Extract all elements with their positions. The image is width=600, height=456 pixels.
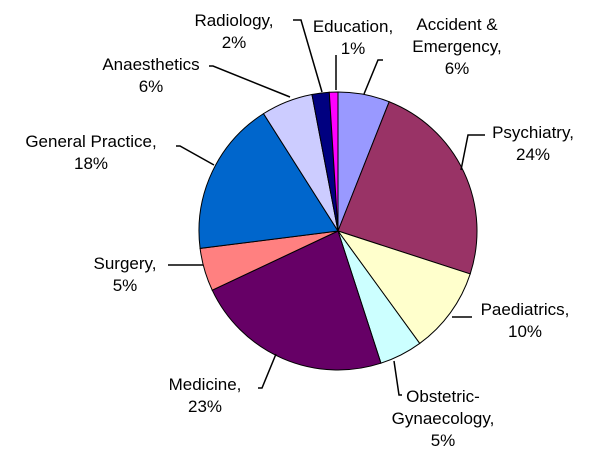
- leader-line-obstetric-gynaecology: [393, 360, 402, 396]
- slice-label-line: 10%: [508, 322, 542, 341]
- slice-label-anaesthetics: Anaesthetics 6%: [102, 55, 199, 96]
- leader-line-general-practice: [176, 145, 215, 166]
- slice-label-line: Surgery,: [94, 254, 157, 273]
- slice-label-line: Accident &: [416, 15, 498, 34]
- pie-slice-medicine: [211, 230, 382, 371]
- slice-label-medicine: Medicine, 23%: [169, 375, 242, 416]
- slice-labels: Accident & Emergency, 6% Psychiatry, 24% Paed…: [25, 11, 574, 450]
- slice-label-line: 5%: [431, 431, 456, 450]
- slice-label-line: 24%: [516, 145, 550, 164]
- leader-line-psychiatry: [460, 134, 485, 171]
- pie-slice-psychiatry: [337, 101, 478, 275]
- slice-label-line: Education,: [313, 17, 393, 36]
- slice-label-line: Gynaecology,: [392, 409, 495, 428]
- slice-label-line: Emergency,: [412, 37, 501, 56]
- slice-label-line: 18%: [74, 154, 108, 173]
- slice-label-line: Medicine,: [169, 375, 242, 394]
- slice-label-line: 23%: [188, 397, 222, 416]
- slice-label-education: Education, 1%: [313, 17, 393, 58]
- pie-slices: [198, 91, 478, 371]
- slice-label-psychiatry: Psychiatry, 24%: [492, 123, 574, 164]
- slice-label-line: 1%: [341, 39, 366, 58]
- slice-label-line: Radiology,: [194, 11, 273, 30]
- slice-label-surgery: Surgery, 5%: [94, 254, 157, 295]
- slice-label-line: 2%: [222, 33, 247, 52]
- slice-label-line: Paediatrics,: [481, 300, 570, 319]
- leader-line-anaesthetics: [209, 65, 291, 98]
- pie-slice-education: [328, 91, 339, 232]
- slice-label-line: Anaesthetics: [102, 55, 199, 74]
- pie-slice-general-practice: [198, 112, 339, 249]
- slice-label-line: 6%: [445, 59, 470, 78]
- slice-label-line: General Practice,: [25, 132, 156, 151]
- slice-label-line: 6%: [139, 77, 164, 96]
- slice-label-line: Obstetric-: [406, 387, 480, 406]
- slice-label-radiology: Radiology, 2%: [194, 11, 273, 52]
- slice-label-general-practice: General Practice, 18%: [25, 132, 156, 173]
- leader-lines: [168, 19, 485, 396]
- leader-line-radiology: [293, 19, 323, 93]
- leader-line-accident-emergency: [363, 59, 383, 95]
- slice-label-paediatrics: Paediatrics, 10%: [481, 300, 570, 341]
- slice-label-obstetric-gynaecology: Obstetric- Gynaecology, 5%: [392, 387, 495, 450]
- pie-slice-paediatrics: [336, 230, 471, 345]
- slice-label-line: 5%: [113, 276, 138, 295]
- slice-label-line: Psychiatry,: [492, 123, 574, 142]
- leader-line-medicine: [258, 353, 277, 389]
- slice-label-accident-emergency: Accident & Emergency, 6%: [412, 15, 501, 78]
